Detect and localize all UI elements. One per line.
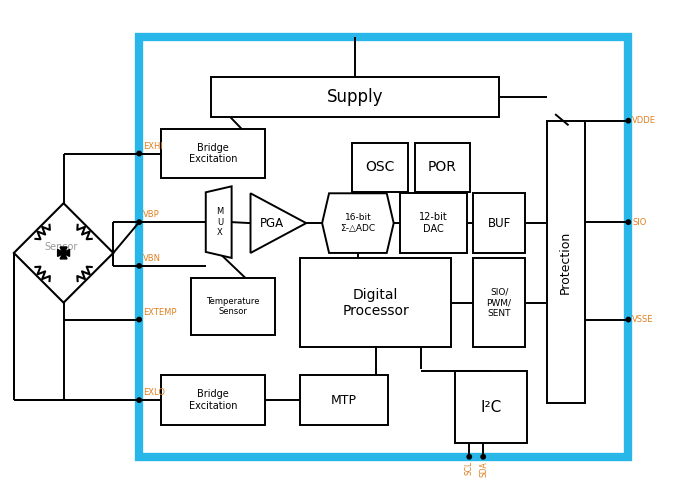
Bar	[415, 142, 471, 192]
Circle shape	[137, 264, 141, 268]
Text: Digital
Processor: Digital Processor	[343, 287, 409, 318]
Polygon shape	[63, 249, 69, 256]
Text: BUF: BUF	[488, 217, 511, 230]
Bar	[473, 193, 525, 253]
Polygon shape	[60, 252, 67, 259]
Polygon shape	[206, 186, 232, 258]
Text: Temperature
Sensor: Temperature Sensor	[206, 297, 260, 316]
Text: Bridge
Excitation: Bridge Excitation	[189, 142, 237, 164]
Circle shape	[137, 151, 141, 156]
Bar	[301, 375, 388, 425]
Text: SDA: SDA	[479, 461, 489, 476]
Text: VBN: VBN	[143, 254, 161, 263]
Polygon shape	[14, 203, 114, 303]
Circle shape	[137, 398, 141, 402]
Circle shape	[626, 317, 630, 322]
Circle shape	[137, 317, 141, 322]
Text: EXTEMP: EXTEMP	[143, 307, 177, 317]
Text: M
U
X: M U X	[216, 207, 224, 237]
Polygon shape	[60, 247, 67, 254]
Bar	[139, 37, 628, 457]
Text: EXHI: EXHI	[143, 142, 163, 150]
Circle shape	[626, 220, 630, 224]
Text: SIO/
PWM/
SENT: SIO/ PWM/ SENT	[487, 288, 511, 318]
Bar	[161, 129, 265, 179]
Bar	[161, 375, 265, 425]
Text: POR: POR	[428, 161, 457, 174]
Text: SIO: SIO	[632, 218, 647, 226]
Circle shape	[481, 455, 486, 459]
Text: VBP: VBP	[143, 210, 160, 219]
Bar	[352, 142, 407, 192]
Text: PGA: PGA	[260, 217, 284, 230]
Bar	[211, 77, 499, 117]
Polygon shape	[322, 193, 394, 253]
Bar	[547, 121, 585, 403]
Polygon shape	[58, 249, 65, 256]
Text: EXLO: EXLO	[143, 388, 165, 397]
Text: Bridge
Excitation: Bridge Excitation	[189, 389, 237, 411]
Bar	[400, 193, 467, 253]
Text: OSC: OSC	[365, 161, 394, 174]
Bar	[456, 371, 527, 443]
Text: MTP: MTP	[331, 394, 357, 407]
Bar	[301, 258, 452, 347]
Circle shape	[467, 455, 471, 459]
Text: VSSE: VSSE	[632, 315, 654, 324]
Text: SCL: SCL	[464, 461, 474, 475]
Text: VDDE: VDDE	[632, 116, 656, 125]
Text: Sensor: Sensor	[44, 242, 78, 252]
Circle shape	[626, 119, 630, 123]
Text: 12-bit
DAC: 12-bit DAC	[419, 212, 448, 234]
Bar	[191, 278, 275, 335]
Text: I²C: I²C	[481, 400, 502, 415]
Text: Protection: Protection	[559, 230, 572, 293]
Text: 16-bit
Σ-△ADC: 16-bit Σ-△ADC	[340, 213, 375, 233]
Bar	[473, 258, 525, 347]
Text: Supply: Supply	[326, 88, 383, 106]
Circle shape	[137, 220, 141, 224]
Polygon shape	[250, 193, 306, 253]
